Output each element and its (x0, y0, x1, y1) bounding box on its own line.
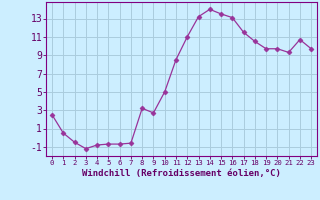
X-axis label: Windchill (Refroidissement éolien,°C): Windchill (Refroidissement éolien,°C) (82, 169, 281, 178)
